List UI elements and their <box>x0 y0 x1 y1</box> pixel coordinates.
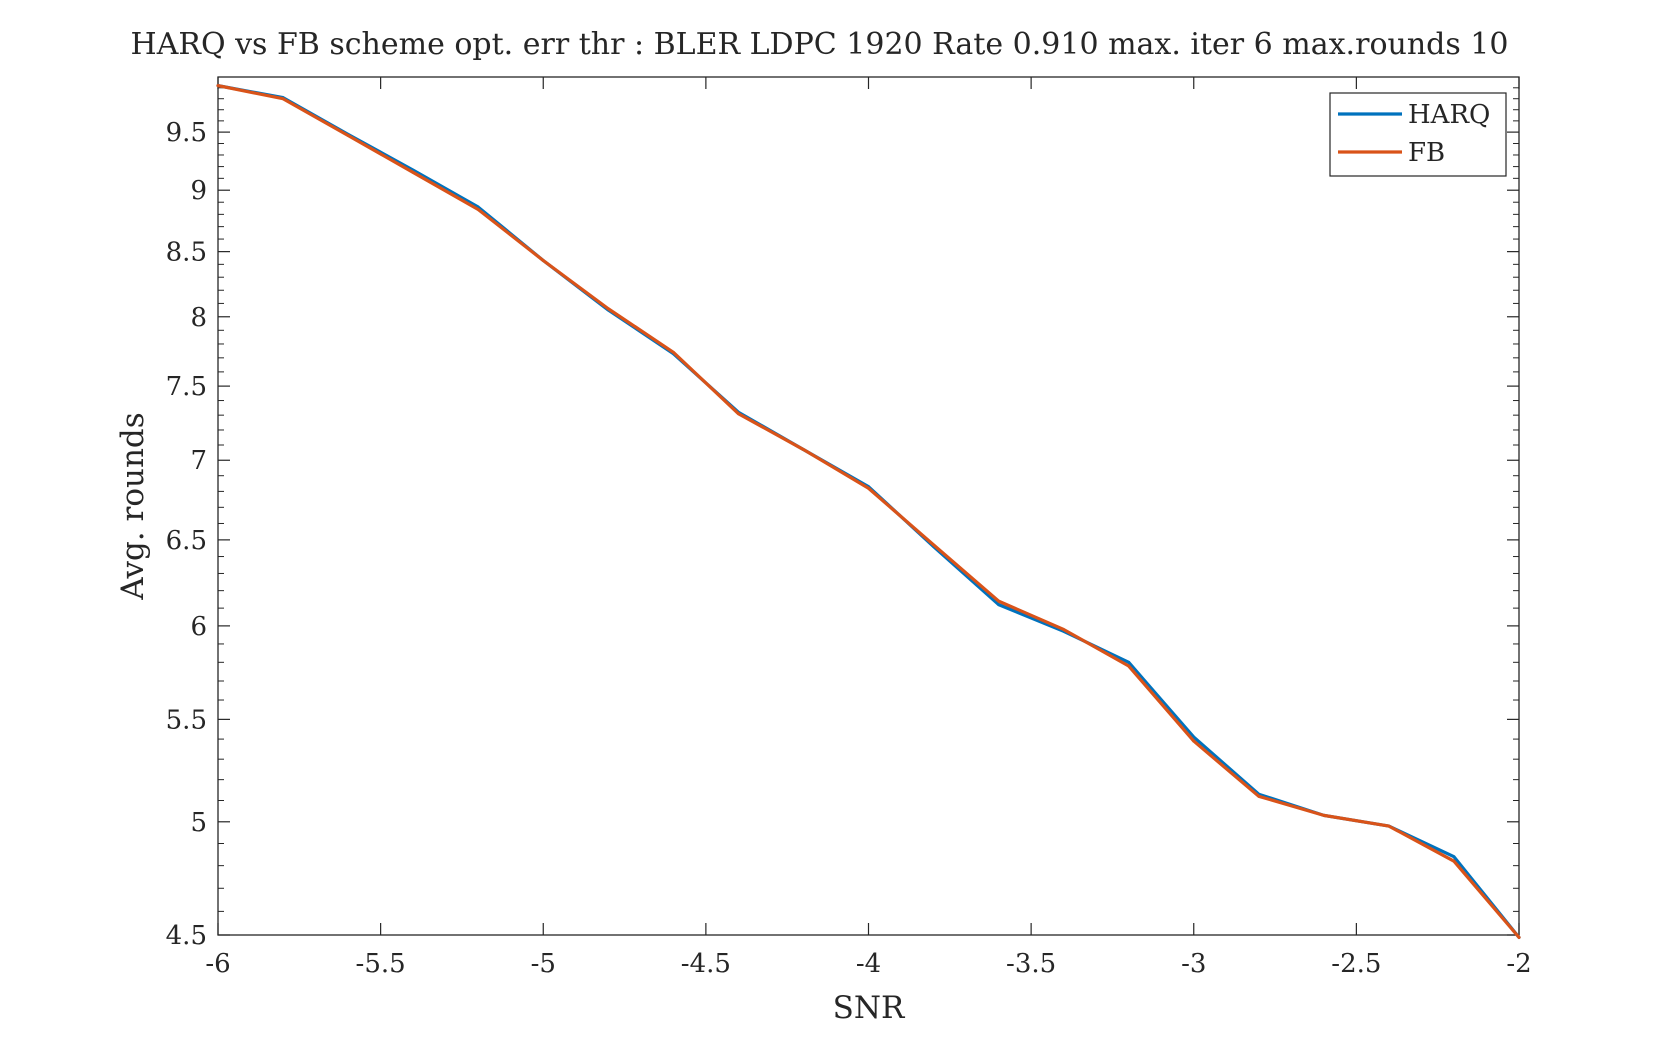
x-tick-label: -5.5 <box>356 949 406 979</box>
x-axis-label: SNR <box>833 990 906 1026</box>
y-tick-label: 6.5 <box>166 526 207 556</box>
legend-box <box>1329 92 1507 177</box>
plot-area-box <box>217 76 1520 936</box>
data-point-fb <box>1322 813 1326 817</box>
data-point-fb <box>476 208 480 211</box>
data-point-fb <box>216 84 220 88</box>
y-tick-label: 8 <box>190 303 207 333</box>
data-point-harq <box>1192 735 1196 739</box>
data-point-harq <box>1127 660 1131 664</box>
x-tick-label: -5 <box>531 949 556 979</box>
data-point-fb <box>281 97 285 101</box>
data-point-fb <box>737 412 740 416</box>
data-point-fb <box>671 350 675 354</box>
data-point-harq <box>1452 855 1456 859</box>
data-point-fb <box>541 259 545 262</box>
y-tick-label: 5.5 <box>166 705 207 735</box>
x-tick-label: -4.5 <box>681 949 731 979</box>
data-point-fb <box>1387 824 1391 828</box>
data-point-fb <box>411 171 415 174</box>
data-point-fb <box>1257 794 1261 798</box>
data-point-fb <box>997 599 1000 603</box>
legend-label-fb: FB <box>1408 138 1445 168</box>
x-tick-label: -4 <box>856 949 881 979</box>
data-point-fb <box>867 486 870 490</box>
y-tick-label: 9 <box>190 176 207 206</box>
data-point-fb <box>1127 664 1131 668</box>
data-point-fb <box>1517 935 1521 939</box>
y-tick-label: 6 <box>190 612 207 642</box>
data-point-fb <box>802 448 805 451</box>
y-tick-label: 7.5 <box>166 372 207 402</box>
data-point-fb <box>606 307 610 311</box>
x-tick-label: -2.5 <box>1331 949 1381 979</box>
y-tick-label: 8.5 <box>166 238 207 268</box>
data-point-fb <box>1192 739 1196 743</box>
x-tick-label: -3 <box>1181 949 1206 979</box>
y-tick-label: 4.5 <box>166 921 207 951</box>
y-axis-label: Avg. rounds <box>115 412 151 600</box>
y-tick-label: 5 <box>190 808 207 838</box>
y-tick-label: 9.5 <box>166 118 207 148</box>
data-point-fb <box>1452 859 1456 863</box>
x-tick-label: -3.5 <box>1006 949 1056 979</box>
data-point-fb <box>1062 628 1066 631</box>
y-tick-label: 7 <box>190 446 207 476</box>
x-tick-label: -2 <box>1506 949 1531 979</box>
legend-label-harq: HARQ <box>1408 100 1490 130</box>
x-tick-label: -6 <box>205 949 230 979</box>
data-point-fb <box>346 134 350 137</box>
data-point-harq <box>997 603 1000 607</box>
data-point-fb <box>932 543 935 547</box>
chart-title: HARQ vs FB scheme opt. err thr : BLER LD… <box>131 27 1509 62</box>
